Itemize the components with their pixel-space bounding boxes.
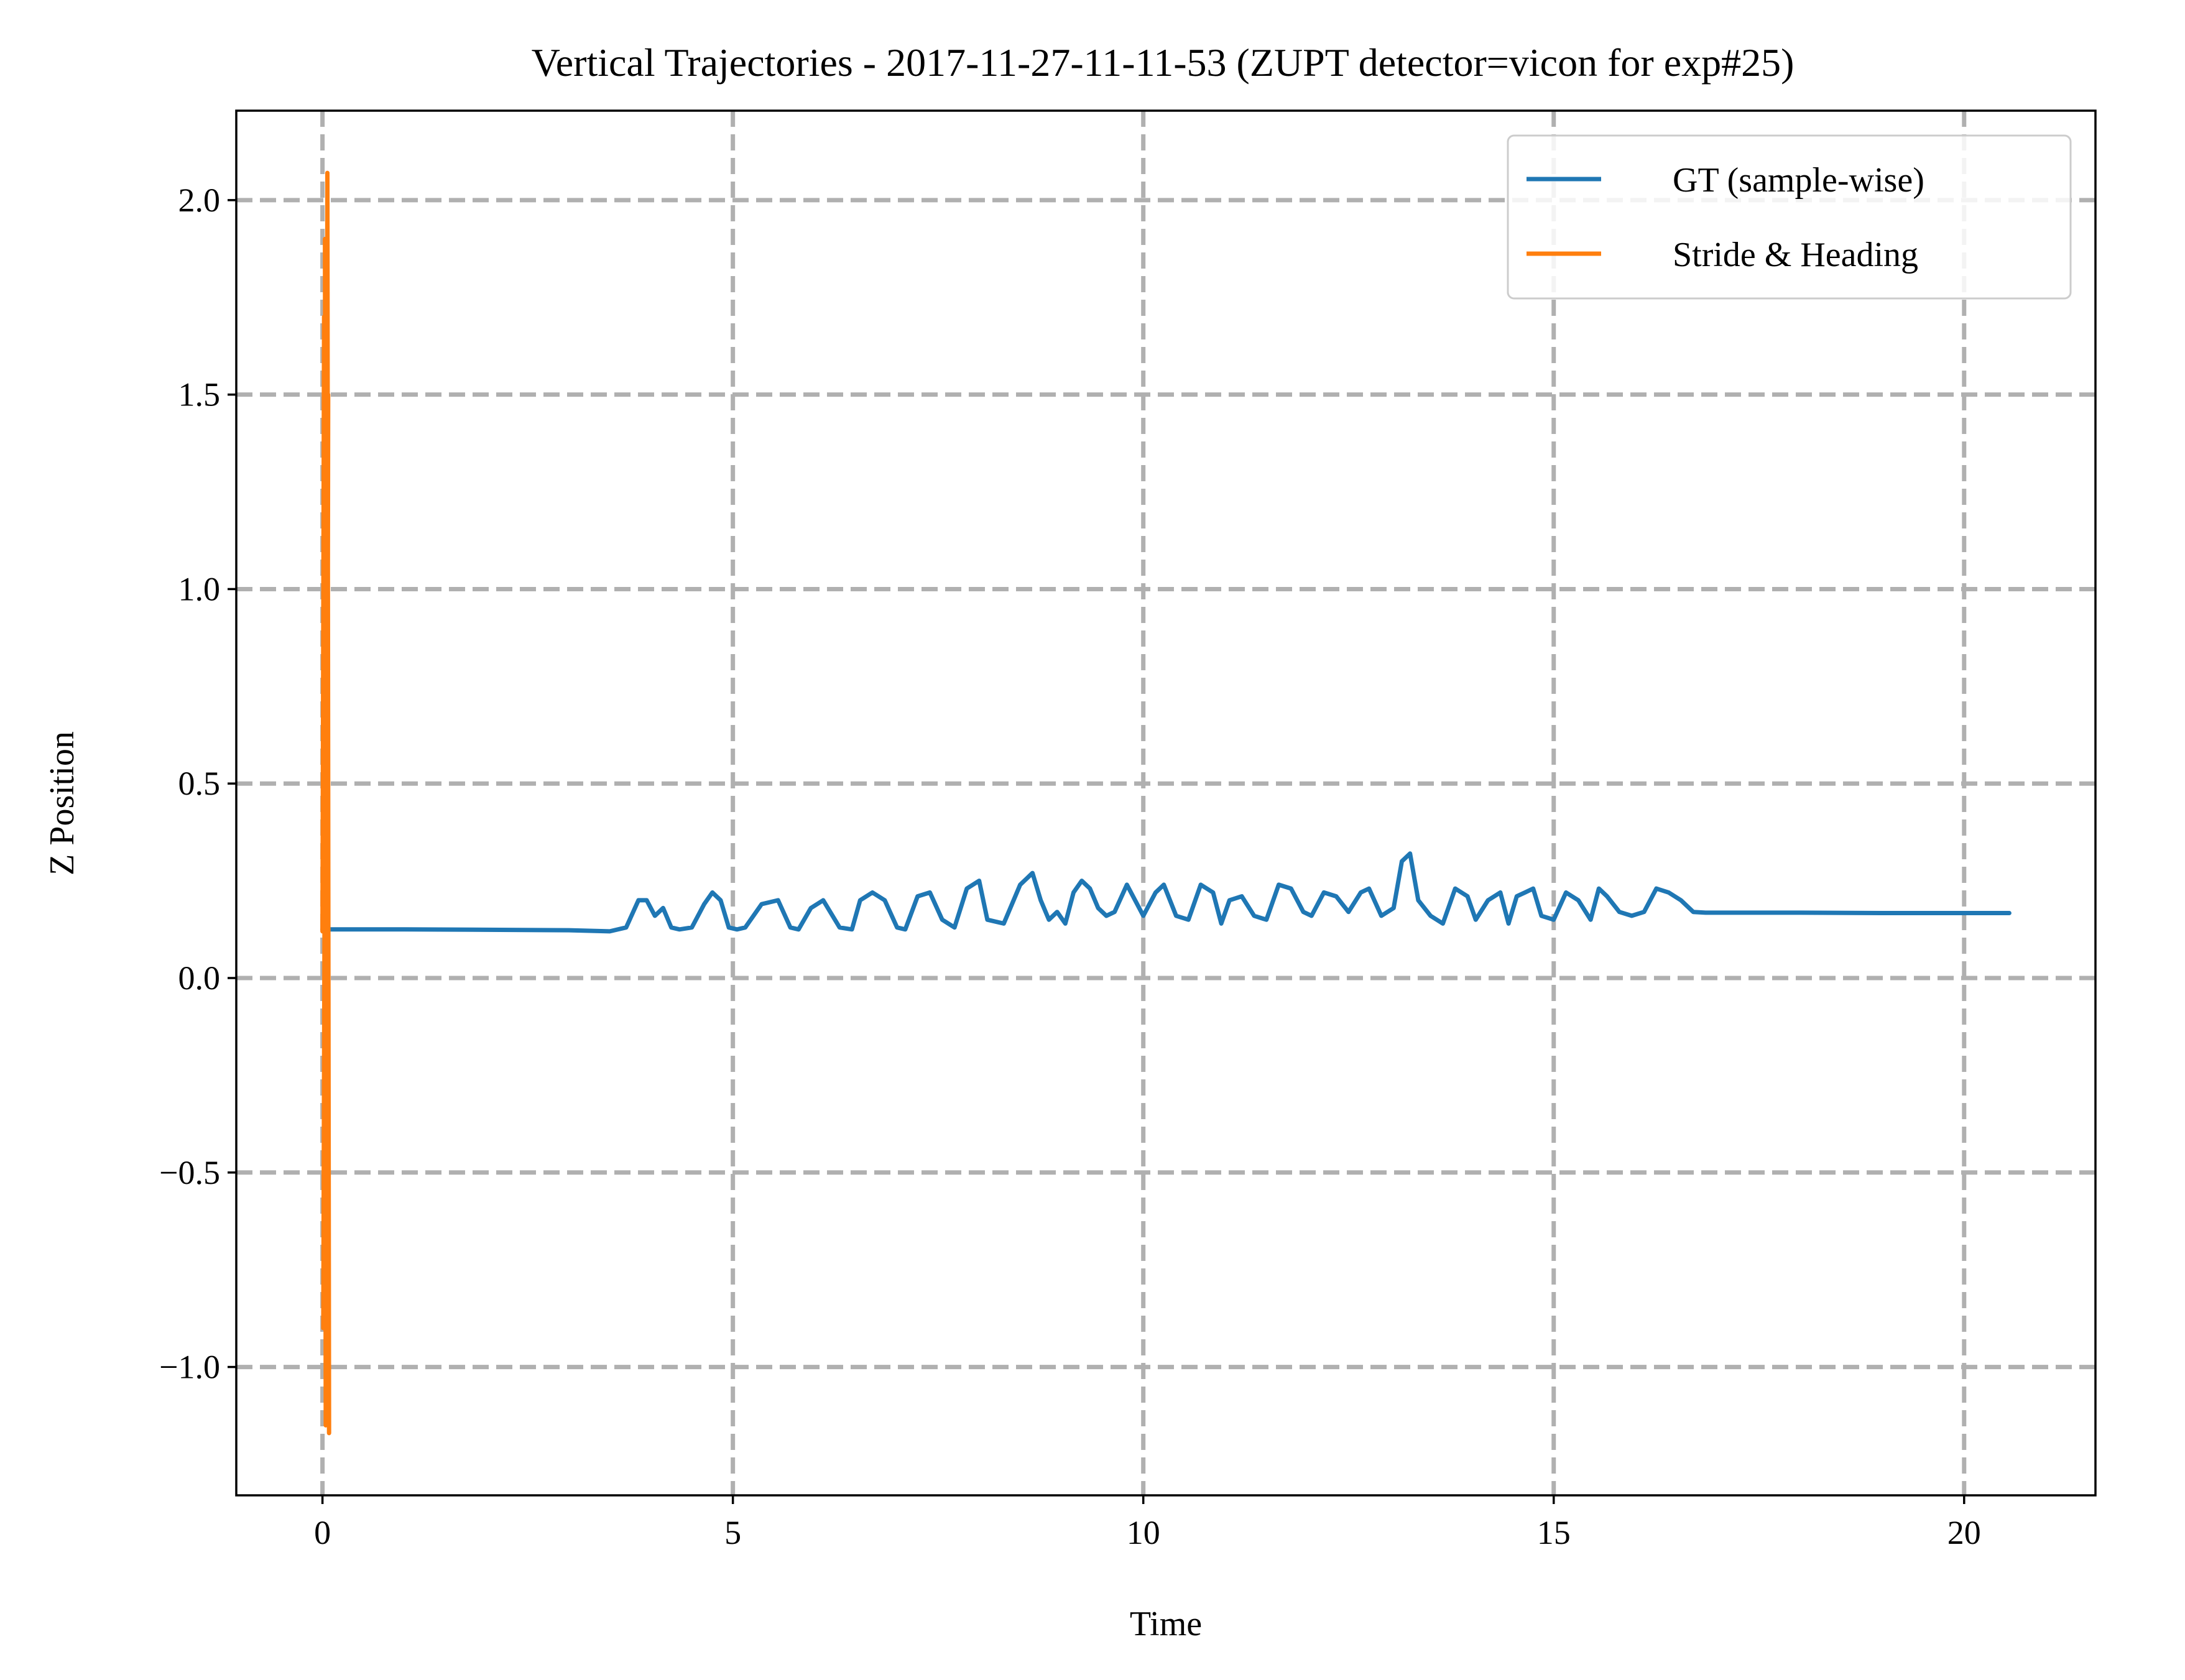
y-tick-label: 1.0 xyxy=(178,570,221,607)
series-lines xyxy=(320,170,2012,1436)
x-tick-label: 5 xyxy=(724,1514,741,1551)
y-tick-label: 2.0 xyxy=(178,182,221,219)
legend-label: GT (sample-wise) xyxy=(1673,161,1924,200)
series-line-1 xyxy=(320,170,331,1436)
y-tick-label: 0.0 xyxy=(178,959,221,997)
legend-box xyxy=(1507,134,2072,300)
y-axis-label: Z Position xyxy=(43,731,81,875)
y-tick-label: −1.0 xyxy=(159,1349,220,1386)
x-axis-label: Time xyxy=(1130,1605,1202,1643)
legend-label: Stride & Heading xyxy=(1673,236,1918,274)
axis-ticks: 0 5 10 15 20 −1.0 −0.5 0.0 0.5 1.0 1.5 2.0 xyxy=(159,182,1981,1551)
y-tick-label: 0.5 xyxy=(178,765,221,802)
y-tick-label: 1.5 xyxy=(178,376,221,413)
legend: GT (sample-wise) Stride & Heading xyxy=(1507,134,2072,300)
plot-frame xyxy=(235,109,2097,1497)
x-tick-label: 0 xyxy=(314,1514,331,1551)
series-line-0 xyxy=(320,851,2012,934)
x-tick-label: 20 xyxy=(1947,1514,1981,1551)
chart-title: Vertical Trajectories - 2017-11-27-11-11… xyxy=(532,40,1795,85)
x-tick-label: 15 xyxy=(1537,1514,1571,1551)
x-tick-label: 10 xyxy=(1127,1514,1160,1551)
y-tick-label: −0.5 xyxy=(159,1154,220,1191)
